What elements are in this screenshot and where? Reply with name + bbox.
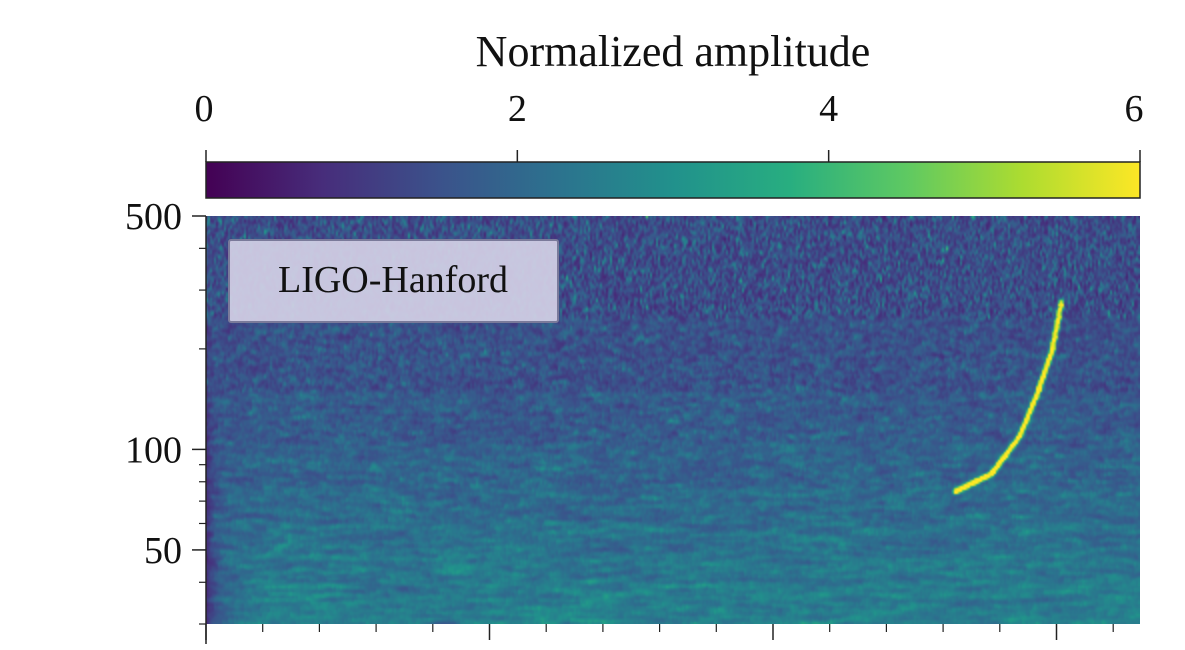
y-axis: 500 100 50 bbox=[125, 196, 207, 644]
colorbar-tick-label: 6 bbox=[1125, 88, 1144, 130]
y-tick-label: 100 bbox=[125, 429, 182, 471]
colorbar-ticks bbox=[205, 150, 1141, 162]
colorbar-tick-label: 2 bbox=[508, 88, 527, 130]
colorbar-tick-label: 4 bbox=[819, 88, 838, 130]
colorbar-title: Normalized amplitude bbox=[476, 27, 871, 76]
y-tick-label: 500 bbox=[125, 196, 182, 238]
colorbar-tick-labels: 0 2 4 6 bbox=[195, 88, 1144, 130]
detector-legend: LIGO-Hanford bbox=[228, 239, 559, 323]
detector-label: LIGO-Hanford bbox=[278, 259, 508, 301]
colorbar bbox=[205, 161, 1141, 199]
y-tick-label: 50 bbox=[144, 530, 182, 572]
colorbar-tick-label: 0 bbox=[195, 88, 214, 130]
x-axis bbox=[205, 624, 1114, 640]
